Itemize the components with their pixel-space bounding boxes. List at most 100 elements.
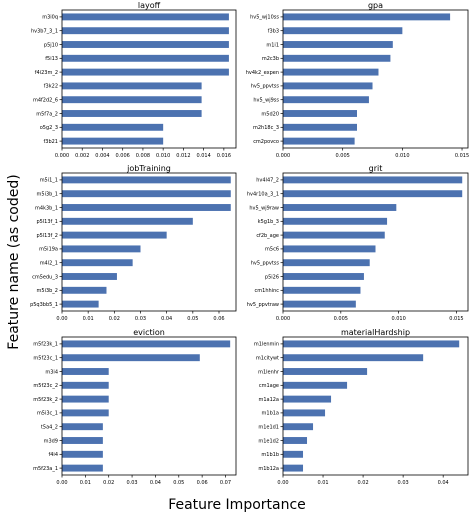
x-tick-label: 0.04 [438, 480, 449, 486]
x-tick-label: 0.04 [161, 316, 172, 322]
panel-frame [61, 172, 237, 312]
bar-m3d9 [62, 437, 103, 444]
panel-title: gpa [368, 1, 383, 10]
y-tick-label: m5f7a_2 [36, 111, 58, 117]
bar-f3b3 [283, 27, 403, 35]
y-tick-label: m2h18c_3 [253, 125, 279, 131]
bar-m3i4 [62, 368, 109, 375]
y-tick-label: t5a4_2 [41, 425, 58, 431]
y-tick-label: f3b3 [268, 29, 279, 35]
bar-f3k22 [62, 82, 202, 90]
bar-p5j10 [62, 41, 229, 48]
x-tick-label: 0.015 [455, 153, 469, 159]
bar-cf2b_age [283, 231, 385, 239]
y-tick-label: m5f23c_2 [33, 383, 58, 389]
y-tick-label: p5l13f_1 [36, 219, 58, 225]
y-tick-label: m1i1 [266, 42, 279, 48]
x-tick-label: 0.000 [55, 153, 69, 159]
y-tick-label: m5f23k_2 [33, 397, 58, 403]
bar-hv5_ppvtraw [283, 300, 356, 308]
y-tick-label: hv4k2_expen [246, 70, 279, 76]
y-tick-label: hv5_wj9ss [253, 98, 279, 104]
y-tick-label: m5f23c_1 [33, 356, 58, 362]
x-tick-label: 0.01 [317, 480, 328, 486]
y-tick-label: m5f23a_1 [33, 466, 58, 472]
y-tick-label: m1b1b [261, 452, 279, 458]
x-tick-label: 0.012 [176, 153, 190, 159]
panel-title: grit [369, 164, 383, 173]
bar-m1b12a [283, 464, 304, 472]
bar-m5f23k_2 [62, 395, 109, 403]
bar-m1b1a [283, 409, 326, 417]
x-tick-label: 0.03 [398, 480, 409, 486]
x-tick-label: 0.004 [95, 153, 109, 159]
y-tick-label: hv5_ppvtss [251, 261, 280, 267]
y-tick-label: m5i3b_2 [37, 288, 58, 294]
bar-m2h18c_3 [283, 123, 357, 131]
x-tick-label: 0.02 [358, 480, 369, 486]
y-tick-label: m5d20 [261, 111, 279, 117]
x-tick-label: 0.00 [277, 480, 288, 486]
y-tick-label: hv5_ppvtss [251, 84, 280, 90]
bar-m4l2_1 [62, 259, 133, 267]
panel-frame [61, 9, 237, 149]
x-tick-label: 0.00 [56, 480, 67, 486]
y-tick-label: m1b12a [258, 466, 279, 472]
bar-m5f7a_2 [62, 110, 202, 117]
bar-m1citywt [283, 354, 424, 362]
bar-m1i1 [283, 41, 393, 48]
y-tick-label: m3i4 [45, 369, 58, 375]
x-tick-label: 0.016 [217, 153, 231, 159]
y-tick-label: m5i19a [39, 247, 58, 253]
y-tick-label: hv4l47_2 [256, 178, 279, 184]
bar-cm1hhinc [283, 286, 361, 294]
y-tick-label: hv5_wj10ss [250, 15, 279, 21]
bar-f3b21 [62, 137, 164, 145]
bar-hv5_wj9ss [283, 96, 369, 104]
bar-t5a4_2 [62, 423, 103, 431]
bar-m5c6 [283, 245, 376, 253]
x-tick-label: 0.014 [196, 153, 210, 159]
y-tick-label: p5l13f_2 [36, 233, 58, 239]
bar-hv5_ppvtss [283, 82, 373, 90]
x-tick-label: 0.03 [135, 316, 146, 322]
y-tick-label: hv3b7_3_1 [31, 29, 58, 35]
bar-m5f23c_2 [62, 381, 109, 389]
y-tick-label: m1citywt [256, 356, 279, 362]
bar-m1a12a [283, 395, 332, 403]
y-tick-label: cm5edu_3 [32, 274, 58, 280]
bar-m1b1b [283, 450, 304, 458]
y-tick-label: m2c3b [262, 56, 279, 62]
bar-hv5_wj10ss [283, 13, 451, 21]
bar-p5l13f_1 [62, 217, 193, 225]
y-tick-label: m1a12a [258, 397, 279, 403]
bar-m5i19a [62, 245, 141, 253]
y-tick-label: m3d9 [44, 438, 58, 444]
panel-frame [282, 9, 469, 149]
y-tick-label: m5i3b_1 [37, 192, 58, 198]
panel-eviction: eviction m5f23k_1 m5f23c_1 m3i4 m5f23c_2 m5f2… [33, 328, 237, 486]
bar-m1lenmin [283, 340, 460, 348]
y-tick-label: cm1hhinc [255, 288, 280, 294]
y-tick-label: m4k3b_1 [35, 205, 58, 211]
x-tick-label: 0.05 [173, 480, 184, 486]
bar-cm2povco [283, 137, 355, 145]
x-tick-label: 0.04 [150, 480, 161, 486]
bar-f5i13 [62, 54, 229, 62]
bar-cm1age [283, 381, 348, 389]
x-tick-label: 0.02 [103, 480, 114, 486]
bar-m3i0q [62, 13, 229, 21]
bar-m1lenhr [283, 368, 368, 375]
panel-jobTraining: jobTraining m5i1_1 m5i3b_1 m4k3b_1 p5l13f_1p… [30, 164, 237, 322]
x-tick-label: 0.000 [276, 153, 290, 159]
x-tick-label: 0.05 [187, 316, 198, 322]
bar-hv3b7_3_1 [62, 27, 229, 35]
x-tick-label: 0.06 [197, 480, 208, 486]
x-tick-label: 0.03 [126, 480, 137, 486]
bar-m5i1_1 [62, 176, 231, 184]
panel-grit: grit hv4l47_2 hv4r10a_3_1 hv5_wj9raw k5g1b_3… [247, 164, 469, 322]
y-tick-label: m4l2_1 [40, 261, 58, 267]
bar-cm5edu_3 [62, 273, 117, 280]
y-tick-label: m1lenmin [254, 342, 279, 348]
